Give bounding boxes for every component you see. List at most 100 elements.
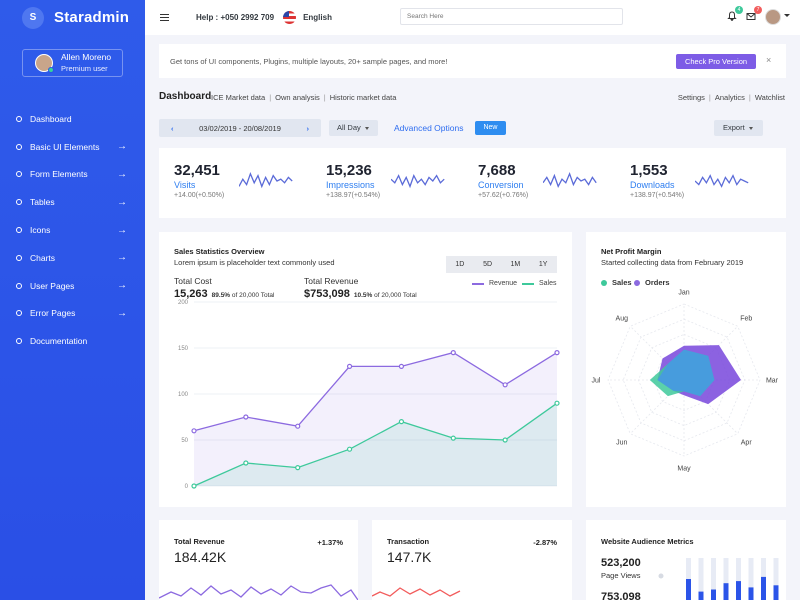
bar [723, 583, 729, 600]
period-1m[interactable]: 1M [510, 261, 521, 268]
sidebar-item-icons[interactable]: Icons → [0, 216, 145, 244]
revenue-title: Total Revenue [174, 537, 225, 546]
transaction-title: Transaction [387, 537, 430, 546]
sidebar: S Staradmin Allen Moreno Premium user Da… [0, 0, 145, 600]
language-selector[interactable]: English [303, 13, 332, 22]
notifications-badge: 4 [735, 6, 743, 14]
sidebar-item-dashboard[interactable]: Dashboard [0, 105, 145, 133]
circle-icon [16, 338, 22, 345]
arrow-right-icon: → [117, 307, 127, 319]
header-link-historic-market-data[interactable]: Historic market data [329, 93, 397, 102]
period-1y[interactable]: 1Y [538, 261, 548, 268]
stat-change: +138.97(+0.54%) [630, 192, 685, 199]
brand[interactable]: S Staradmin [0, 0, 145, 35]
data-point [191, 428, 197, 434]
audience-title: Website Audience Metrics [601, 537, 694, 546]
caret-down-icon [748, 126, 753, 130]
bell-icon[interactable]: 4 [727, 6, 743, 21]
arrow-right-icon: → [117, 141, 127, 153]
data-point [450, 435, 456, 441]
circle-icon [16, 227, 22, 234]
stat-visits: 32,451 Visits +14.00(+0.50%) [174, 162, 224, 199]
new-button[interactable]: New [475, 121, 506, 135]
page-title: Dashboard [159, 91, 212, 102]
check-pro-button[interactable]: Check Pro Version [676, 54, 756, 69]
next-icon[interactable]: › [306, 123, 310, 133]
period-1d[interactable]: 1D [455, 261, 465, 268]
data-point [243, 460, 249, 466]
legend-sales-radar: Sales [601, 278, 632, 287]
sidebar-item-form-elements[interactable]: Form Elements → [0, 161, 145, 189]
header-link-own-analysis[interactable]: Own analysis [275, 93, 320, 102]
stat-label: Conversion [478, 180, 524, 190]
period-dropdown[interactable]: All Day [329, 120, 378, 136]
header-link-ice-market-data[interactable]: ICE Market data [211, 93, 266, 102]
period-value: All Day [337, 123, 361, 132]
export-label: Export [723, 123, 745, 132]
stat-sparkline [391, 173, 445, 189]
radar-axis-label: Mar [766, 378, 779, 385]
stat-label: Downloads [630, 180, 675, 190]
legend-revenue: Revenue [472, 280, 517, 287]
period-5d[interactable]: 5D [483, 261, 493, 268]
total-revenue-pct: 10.5% [353, 292, 373, 299]
total-revenue-label: Total Revenue [304, 276, 359, 286]
series-line-sales [193, 402, 558, 487]
sidebar-item-error-pages[interactable]: Error Pages → [0, 300, 145, 328]
promo-banner: Get tons of UI components, Plugins, mult… [159, 44, 786, 78]
bar [761, 576, 766, 600]
data-point [295, 423, 301, 429]
period-toggle: 1D 5D 1M 1Y [446, 256, 557, 273]
data-point [398, 363, 405, 369]
circle-icon [16, 115, 22, 122]
sidebar-item-documentation[interactable]: Documentation [0, 327, 145, 355]
revenue-sparkline [159, 584, 358, 600]
stat-downloads: 1,553 Downloads +138.97(+0.54%) [630, 162, 684, 199]
chevron-down-icon[interactable] [784, 14, 790, 17]
user-avatar[interactable] [765, 9, 781, 25]
sidebar-item-label: Error Pages [30, 308, 76, 319]
bar [698, 591, 704, 600]
profile-card[interactable]: Allen Moreno Premium user [22, 49, 123, 77]
sidebar-item-label: User Pages [30, 280, 75, 291]
total-cost: 15,263 89.5% of 20,000 Total [174, 288, 274, 300]
total-cost-pct: 89.5% [211, 292, 231, 299]
net-profit-title: Net Profit Margin [601, 247, 662, 256]
bar-track [711, 558, 716, 600]
date-range-picker[interactable]: ‹ 03/02/2019 - 20/08/2019 › [159, 119, 321, 137]
radar-axis-label: Jun [616, 440, 627, 447]
mail-icon[interactable]: 7 [746, 6, 762, 21]
separator: | [269, 93, 272, 102]
header-link-analytics[interactable]: Analytics [714, 93, 745, 102]
header-link-watchlist[interactable]: Watchlist [754, 93, 785, 102]
legend-sales-radar-label: Sales [612, 278, 632, 287]
close-icon[interactable]: × [766, 55, 772, 65]
data-point [243, 414, 249, 420]
sidebar-item-tables[interactable]: Tables → [0, 188, 145, 216]
export-dropdown[interactable]: Export [714, 120, 763, 136]
radar-ring [653, 349, 715, 411]
bar [686, 579, 691, 600]
arrow-right-icon: → [117, 196, 127, 208]
radar-axis-label: Jul [592, 378, 601, 385]
stat-label: Impressions [326, 180, 375, 190]
arrow-right-icon: → [117, 168, 127, 180]
prev-icon[interactable]: ‹ [171, 123, 174, 133]
sidebar-item-charts[interactable]: Charts → [0, 244, 145, 272]
us-flag-icon[interactable] [283, 11, 297, 24]
radar-axis-label: Apr [741, 440, 753, 447]
bar-track [773, 558, 779, 600]
data-point [346, 363, 353, 369]
caret-down-icon [364, 126, 369, 130]
menu-toggle-icon[interactable] [160, 14, 169, 21]
audience-metrics-card: Website Audience Metrics 523,200 Page Vi… [586, 520, 786, 600]
advanced-options-link[interactable]: Advanced Options [394, 123, 464, 133]
legend-orders-radar-label: Orders [645, 278, 670, 287]
sidebar-item-basic-ui-elements[interactable]: Basic UI Elements → [0, 133, 145, 161]
series-area-revenue [194, 352, 557, 486]
header-link-settings[interactable]: Settings [677, 93, 705, 102]
y-tick-label: 100 [178, 392, 189, 398]
total-revenue-card: Total Revenue +1.37% 184.42K [159, 520, 358, 600]
sidebar-item-user-pages[interactable]: User Pages → [0, 272, 145, 300]
search-input[interactable] [400, 8, 623, 25]
